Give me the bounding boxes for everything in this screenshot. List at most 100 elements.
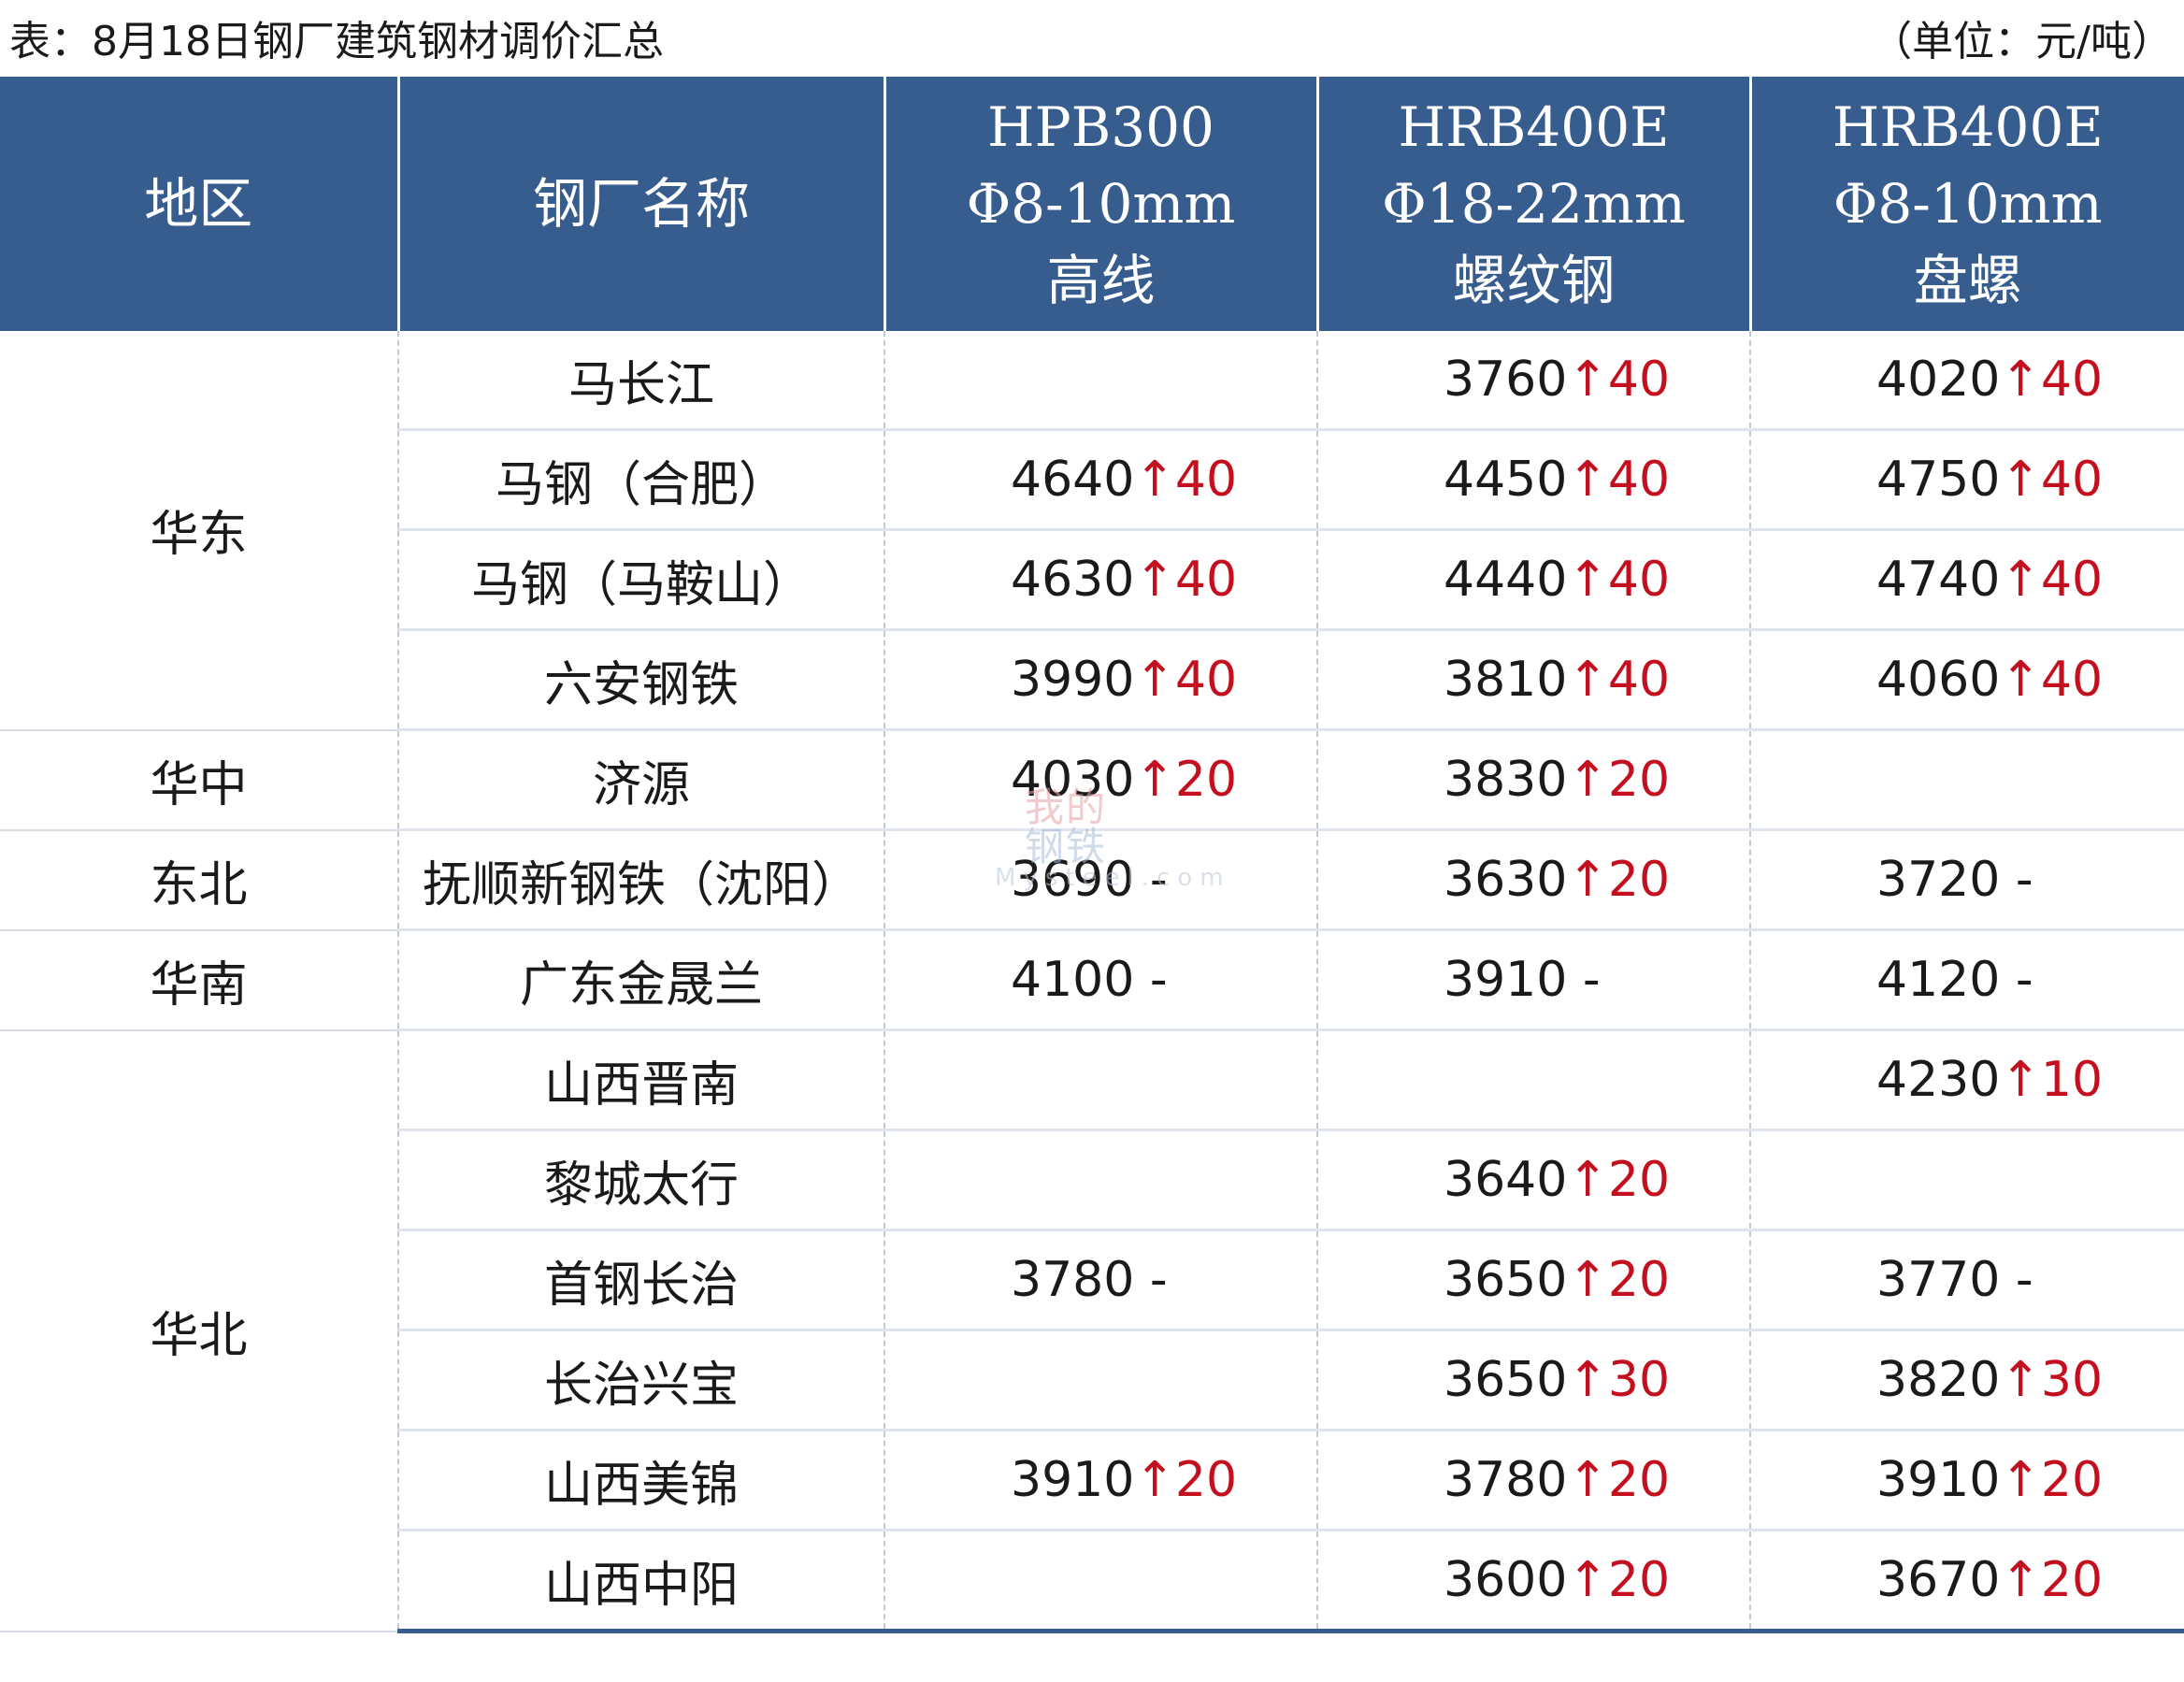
region-cell: 华北: [0, 1029, 398, 1632]
hpb300-cell: [884, 1330, 1317, 1431]
price-change: ↑40: [2000, 352, 2104, 408]
rebar-cell: [1316, 1029, 1750, 1131]
region-cell: 华东: [0, 331, 398, 731]
coil-cell: 4120 -: [1749, 929, 2184, 1031]
price-value: 4030: [1011, 752, 1135, 808]
rebar-cell: 4450↑40: [1316, 429, 1750, 531]
price-value: 4230: [1876, 1052, 2001, 1108]
rebar-cell: 3650↑30: [1316, 1330, 1750, 1431]
price-change: ↑40: [2000, 552, 2104, 608]
coil-cell: 3820↑30: [1749, 1330, 2184, 1431]
table-row: 六安钢铁 3990↑40 3810↑40 4060↑40: [0, 629, 2184, 731]
rebar-cell: 3910 -: [1316, 929, 1750, 1031]
table-row: 黎城太行 3640↑20: [0, 1129, 2184, 1231]
price-change: ↑40: [1134, 552, 1238, 608]
table-row: 华北 山西晋南 4230↑10: [0, 1029, 2184, 1632]
price-change: ↑40: [1567, 552, 1671, 608]
price-value: 4640: [1011, 452, 1135, 508]
price-change: ↑20: [1134, 1452, 1238, 1508]
mill-name-cell: 山西晋南: [397, 1029, 884, 1131]
header-line: 高线: [1046, 249, 1156, 312]
coil-cell: [1749, 729, 2184, 831]
price-change: ↑20: [1567, 852, 1671, 908]
price-change: -: [2000, 1252, 2033, 1308]
price-change: ↑30: [2000, 1352, 2104, 1408]
mill-name-cell: 山西中阳: [397, 1530, 884, 1633]
hpb300-cell: 3990↑40: [884, 629, 1317, 731]
table-row: 长治兴宝 3650↑30 3820↑30: [0, 1330, 2184, 1431]
rebar-cell: 3760↑40: [1316, 331, 1750, 431]
price-value: 3600: [1444, 1552, 1568, 1608]
mill-name-cell: 马长江: [397, 331, 884, 431]
price-change: ↑20: [1567, 1252, 1671, 1308]
rebar-cell: 3650↑20: [1316, 1229, 1750, 1331]
price-change: ↑20: [1567, 1452, 1671, 1508]
coil-cell: 3670↑20: [1749, 1530, 2184, 1633]
price-value: 3830: [1444, 752, 1568, 808]
price-change: ↑20: [1567, 752, 1671, 808]
mill-name-cell: 济源: [397, 729, 884, 831]
price-value: 3720: [1876, 852, 2001, 908]
header-line: Φ18-22mm: [1382, 172, 1686, 236]
mill-name-cell: 山西美锦: [397, 1430, 884, 1531]
price-value: 4020: [1876, 352, 2001, 408]
hpb300-cell: 4640↑40: [884, 429, 1317, 531]
table-row: 华东 马长江 3760↑40 4020↑40: [0, 331, 2184, 731]
mill-name-cell: 六安钢铁: [397, 629, 884, 731]
price-value: 4060: [1876, 652, 2001, 708]
rebar-cell: 4440↑40: [1316, 529, 1750, 631]
header-line: HRB400E: [1398, 95, 1670, 159]
header-line: 螺纹钢: [1452, 249, 1616, 312]
coil-cell: 3910↑20: [1749, 1430, 2184, 1531]
hpb300-cell: 4030↑20: [884, 729, 1317, 831]
header-mill: 钢厂名称: [396, 77, 884, 331]
price-value: 3640: [1444, 1152, 1568, 1208]
header-hpb300: HPB300 Φ8-10mm 高线: [883, 77, 1317, 331]
price-value: 3820: [1876, 1352, 2001, 1408]
price-change: ↑40: [1134, 452, 1238, 508]
price-change: -: [2000, 852, 2033, 908]
hpb300-cell: [884, 1029, 1317, 1131]
header-row: 地区 钢厂名称 HPB300 Φ8-10mm 高线 HRB400E Φ18-22…: [0, 77, 2184, 331]
price-value: 3910: [1444, 952, 1568, 1008]
price-change: ↑40: [1567, 352, 1671, 408]
price-value: 4630: [1011, 552, 1135, 608]
header-line: HRB400E: [1832, 95, 2104, 159]
price-change: ↑40: [1567, 652, 1671, 708]
region-cell: 东北: [0, 829, 398, 931]
hpb300-cell: [884, 1530, 1317, 1633]
price-value: 3690: [1011, 852, 1135, 908]
region-cell: 华中: [0, 729, 398, 831]
hpb300-cell: [884, 331, 1317, 431]
price-change: ↑10: [2000, 1052, 2104, 1108]
price-change: ↑20: [2000, 1552, 2104, 1608]
hpb300-cell: [884, 1129, 1317, 1231]
mill-name-cell: 广东金晟兰: [397, 929, 884, 1031]
mill-name-cell: 黎城太行: [397, 1129, 884, 1231]
price-value: 3770: [1876, 1252, 2001, 1308]
rebar-cell: 3830↑20: [1316, 729, 1750, 831]
hpb300-cell: 4100 -: [884, 929, 1317, 1031]
table-row: 山西中阳 3600↑20 3670↑20: [0, 1530, 2184, 1633]
price-change: -: [1134, 852, 1168, 908]
table-row: 华南 广东金晟兰 4100 -3910 -4120 -: [0, 929, 2184, 1031]
mill-name-cell: 马钢（合肥）: [397, 429, 884, 531]
price-change: ↑40: [1567, 452, 1671, 508]
coil-cell: 3770 -: [1749, 1229, 2184, 1331]
price-value: 3780: [1444, 1452, 1568, 1508]
table-row: 首钢长治 3780 -3650↑20 3770 -: [0, 1229, 2184, 1331]
price-change: ↑40: [2000, 652, 2104, 708]
price-value: 3670: [1876, 1552, 2001, 1608]
header-line: HPB300: [987, 95, 1214, 159]
coil-cell: 4060↑40: [1749, 629, 2184, 731]
price-change: ↑20: [1567, 1152, 1671, 1208]
mill-name-cell: 抚顺新钢铁（沈阳）: [397, 829, 884, 931]
header-region: 地区: [0, 77, 398, 331]
rebar-cell: 3600↑20: [1316, 1530, 1750, 1633]
table-caption: 表：8月18日钢厂建筑钢材调价汇总 （单位：元/吨）: [9, 13, 2173, 71]
coil-cell: 3720 -: [1749, 829, 2184, 931]
table-title: 表：8月18日钢厂建筑钢材调价汇总: [9, 18, 664, 65]
price-value: 3780: [1011, 1252, 1135, 1308]
price-value: 4440: [1444, 552, 1568, 608]
coil-cell: 4740↑40: [1749, 529, 2184, 631]
